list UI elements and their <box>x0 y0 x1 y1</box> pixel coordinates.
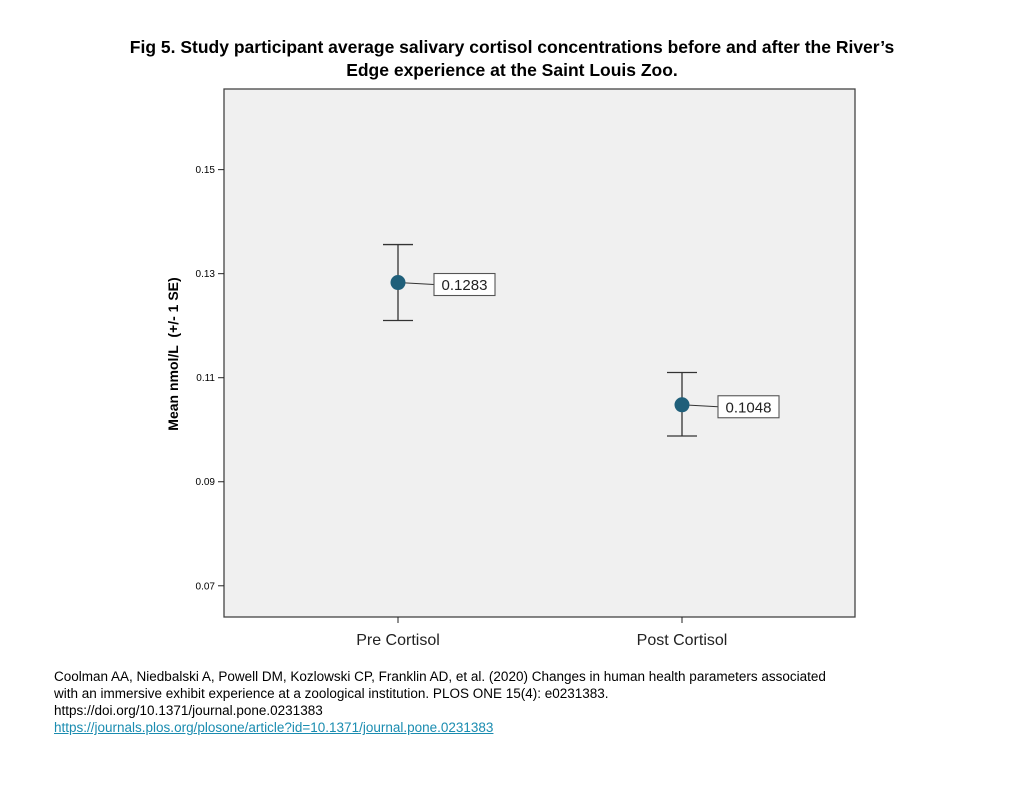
data-point <box>390 275 406 291</box>
data-label-box <box>433 272 496 297</box>
y-tick-label: 0.15 <box>196 165 216 176</box>
y-tick-label: 0.07 <box>196 581 216 592</box>
data-marks: 0.1283 0.1048 <box>383 243 780 437</box>
y-tick-label: 0.11 <box>196 373 215 384</box>
citation: Coolman AA, Niedbalski A, Powell DM, Koz… <box>54 668 974 736</box>
figure-title-line-2: Edge experience at the Saint Louis Zoo. <box>346 60 678 80</box>
citation-doi: https://doi.org/10.1371/journal.pone.023… <box>54 703 323 718</box>
data-point <box>674 397 690 413</box>
x-axis: Pre Cortisol Post Cortisol <box>356 617 727 649</box>
data-label: 0.1048 <box>726 399 772 416</box>
x-tick-label: Pre Cortisol <box>356 632 440 649</box>
citation-line-2: with an immersive exhibit experience at … <box>54 686 609 701</box>
plot-area <box>223 88 856 618</box>
y-tick-label: 0.13 <box>196 269 216 280</box>
figure-title-line-1: Fig 5. Study participant average salivar… <box>129 37 895 57</box>
y-tick-label: 0.09 <box>196 477 216 488</box>
figure-title: Fig 5. Study participant average salivar… <box>40 36 984 82</box>
data-label-box <box>717 395 780 419</box>
data-label: 0.1283 <box>442 277 488 294</box>
x-tick-label: Post Cortisol <box>637 632 728 649</box>
citation-line-1: Coolman AA, Niedbalski A, Powell DM, Koz… <box>54 669 826 684</box>
article-link[interactable]: https://journals.plos.org/plosone/articl… <box>54 720 494 735</box>
y-axis-label: Mean nmol/L (+/- 1 SE) <box>165 277 181 430</box>
y-axis: 0.07 0.09 0.11 0.13 0.15 <box>196 165 224 592</box>
